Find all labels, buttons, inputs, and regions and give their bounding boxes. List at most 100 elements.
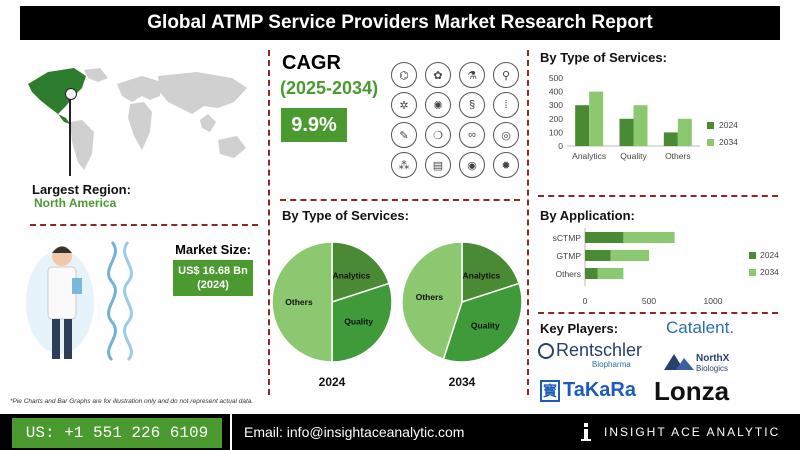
market-size-box: US$ 16.68 Bn (2024) (173, 260, 253, 296)
legend-label-2034: 2034 (760, 267, 779, 277)
cagr-value: 9.9% (281, 108, 347, 142)
largest-region-label: Largest Region: (32, 182, 131, 197)
bar-others-2024 (585, 268, 598, 279)
gene-icon: ✲ (391, 92, 417, 118)
dna-search-icon: ⚲ (493, 62, 519, 88)
pie-slice-quality-2034 (442, 282, 523, 363)
pie-label-analytics: Analytics (462, 270, 500, 280)
cells-icon: ✿ (425, 62, 451, 88)
chain-icon: ∞ (459, 122, 485, 148)
biotech-icon-grid: ⌬ ✿ ⚗ ⚲ ✲ ✺ § ⁞ ✎ ❍ ∞ ◎ ⁂ ▤ ◉ ✹ (391, 62, 521, 178)
bar-others-2034 (597, 268, 624, 279)
y-tick-label: sCTMP (553, 233, 582, 243)
northx-sub: Biologics (696, 364, 729, 373)
brand-logo-icon (581, 423, 591, 441)
network-icon: ⁂ (391, 152, 417, 178)
pie-slice-analytics-2024 (331, 241, 391, 304)
takara-logo: TaKaRa (563, 379, 636, 401)
cagr-years: (2025-2034) (280, 78, 379, 98)
pie-slice-analytics-2034 (461, 241, 521, 304)
pie-label-others: Others (416, 292, 444, 302)
clipboard-icon: ▤ (425, 152, 451, 178)
pie-label-quality: Quality (471, 320, 500, 330)
bar-sctmp-2024 (585, 232, 624, 243)
pie-slice-others-2034 (401, 241, 463, 361)
bar-analytics-2024 (575, 105, 590, 146)
bar-section-title: By Type of Services: (540, 50, 667, 65)
y-tick-label: 400 (549, 87, 563, 97)
legend-swatch-2034 (749, 269, 756, 276)
divider-left (268, 50, 270, 395)
map-pointer-line (69, 92, 71, 176)
divider-bar (538, 195, 778, 197)
x-tick-label: Analytics (572, 151, 606, 161)
y-tick-label: 100 (549, 127, 563, 137)
y-tick-label: GTMP (556, 251, 581, 261)
footer-brand-text: INSIGHT ACE ANALYTIC (604, 425, 781, 439)
divider-app (538, 312, 778, 314)
cell-icon: ◎ (493, 122, 519, 148)
lab-flask-icon: ⚗ (459, 62, 485, 88)
rentschler-sub: Biopharma (592, 360, 631, 369)
y-tick-label: 500 (549, 73, 563, 83)
y-tick-label: 300 (549, 100, 563, 110)
market-size-label: Market Size: (175, 242, 251, 257)
microscope-icon: ✎ (391, 122, 417, 148)
pie-label-analytics: Analytics (332, 270, 370, 280)
northx-icon (664, 354, 694, 370)
pie-year-label: 2034 (449, 375, 476, 389)
capsule-icon: ❍ (425, 122, 451, 148)
catalent-logo: Catalent. (666, 318, 735, 337)
legend-label-2024: 2024 (719, 120, 738, 130)
x-tick-label: 0 (583, 296, 588, 306)
y-tick-label: 200 (549, 114, 563, 124)
market-size-value: US$ 16.68 Bn (178, 265, 248, 277)
legend-label-2024: 2024 (760, 250, 779, 260)
legend-swatch-2034 (707, 139, 714, 146)
northx-logo: NorthX (696, 353, 730, 364)
market-size-year: (2024) (197, 279, 229, 291)
x-tick-label: 1000 (704, 296, 723, 306)
bar-chart-svg: 0 100 200 300 400 500 Analytics Quality Others 20… (549, 73, 738, 161)
map-pointer-dot (65, 88, 77, 100)
bar-others-2024 (663, 132, 678, 146)
footer-brand: INSIGHT ACE ANALYTIC (572, 414, 800, 450)
bar-quality-2024 (619, 118, 634, 146)
x-tick-label: 500 (642, 296, 656, 306)
pie-slice-others-2024 (271, 241, 333, 363)
divider-cagr (280, 199, 520, 201)
divider-right (527, 50, 529, 395)
app-chart-svg: sCTMP GTMP Others 0 500 1000 2024 2034 (553, 228, 779, 306)
pie-section-title: By Type of Services: (282, 208, 409, 223)
bacteria-icon: ✹ (493, 152, 519, 178)
pie-slice-quality-2024 (331, 282, 393, 363)
x-tick-label: Others (665, 151, 691, 161)
legend-swatch-2024 (749, 252, 756, 259)
lonza-logo: Lonza (654, 376, 730, 406)
bar-gtmp-2034 (610, 250, 649, 261)
bar-sctmp-2034 (623, 232, 675, 243)
petri-dish-icon: ◉ (459, 152, 485, 178)
pie-charts-svg: Analytics Quality Others 2024 Analytics Quali… (271, 241, 523, 389)
pie-label-quality: Quality (344, 316, 373, 326)
vials-icon: ⁞ (493, 92, 519, 118)
world-map (28, 68, 247, 170)
legend-label-2034: 2034 (719, 137, 738, 147)
pie-label-others: Others (285, 297, 313, 307)
app-section-title: By Application: (540, 208, 635, 223)
footer-phone[interactable]: US: +1 551 226 6109 (12, 418, 222, 448)
footer-email[interactable]: Email: info@insightaceanalytic.com (232, 414, 572, 450)
dna-icon: § (459, 92, 485, 118)
y-tick-label: Others (555, 269, 581, 279)
x-tick-label: Quality (620, 151, 647, 161)
page-title: Global ATMP Service Providers Market Res… (20, 6, 780, 40)
cagr-title: CAGR (282, 52, 341, 74)
divider-region (30, 224, 258, 226)
largest-region-value: North America (34, 196, 117, 210)
disclaimer-note: *Pie Charts and Bar Graphs are for illus… (10, 398, 254, 405)
takara-icon: 寳 (540, 380, 560, 402)
virus-icon: ✺ (425, 92, 451, 118)
bar-gtmp-2024 (585, 250, 611, 261)
y-tick-label: 0 (558, 141, 563, 151)
rentschler-icon (538, 343, 554, 359)
